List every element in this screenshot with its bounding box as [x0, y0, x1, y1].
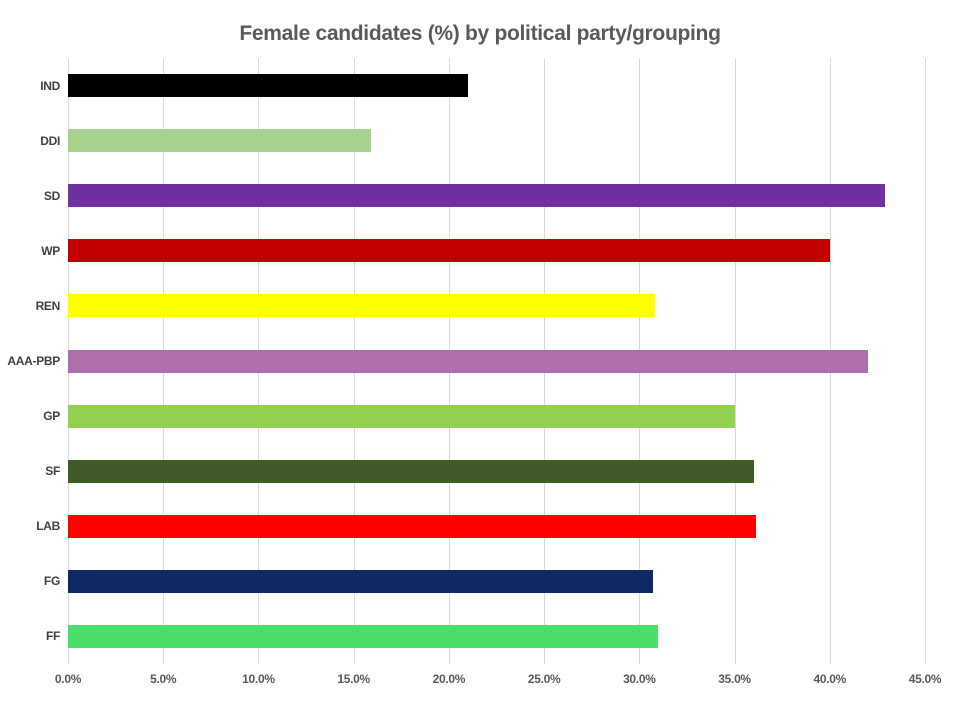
y-axis-label: IND [40, 78, 60, 93]
y-axis-label: DDI [40, 133, 60, 148]
x-axis-tick-label: 40.0% [813, 672, 847, 686]
bar-ff [68, 624, 659, 648]
bar-gp [68, 404, 735, 428]
y-axis-label: FG [43, 574, 60, 589]
bar-ind [68, 74, 468, 98]
bar-sf [68, 459, 754, 483]
bar-lab [68, 514, 756, 538]
y-axis-label: GP [43, 409, 60, 424]
x-axis-tick-label: 25.0% [527, 672, 561, 686]
y-axis-label: AAA-PBP [7, 354, 60, 368]
gridline [925, 58, 926, 664]
bar-fg [68, 569, 653, 593]
x-axis-tick-label: 0.0% [54, 672, 82, 686]
x-axis-tick-label: 35.0% [718, 672, 751, 686]
bar-aaa-pbp [68, 349, 868, 373]
x-axis-tick-label: 15.0% [337, 672, 370, 686]
chart-title: Female candidates (%) by political party… [239, 22, 721, 45]
y-axis-label: FF [45, 629, 60, 644]
x-axis-tick-label: 5.0% [150, 672, 177, 686]
y-axis-label: REN [35, 298, 61, 313]
y-axis-label: WP [41, 243, 60, 258]
x-axis-tick-label: 20.0% [432, 672, 466, 686]
y-axis-label: SF [45, 464, 60, 479]
y-axis-label: SD [43, 188, 60, 203]
x-axis-tick-label: 45.0% [908, 672, 942, 686]
y-axis-label: LAB [36, 519, 60, 534]
bar-ddi [68, 129, 371, 153]
bar-wp [68, 239, 830, 263]
bar-sd [68, 184, 885, 208]
x-axis-tick-label: 10.0% [242, 672, 275, 686]
x-axis-tick-label: 30.0% [623, 672, 656, 686]
bar-ren [68, 294, 655, 318]
plot-area [68, 58, 926, 664]
